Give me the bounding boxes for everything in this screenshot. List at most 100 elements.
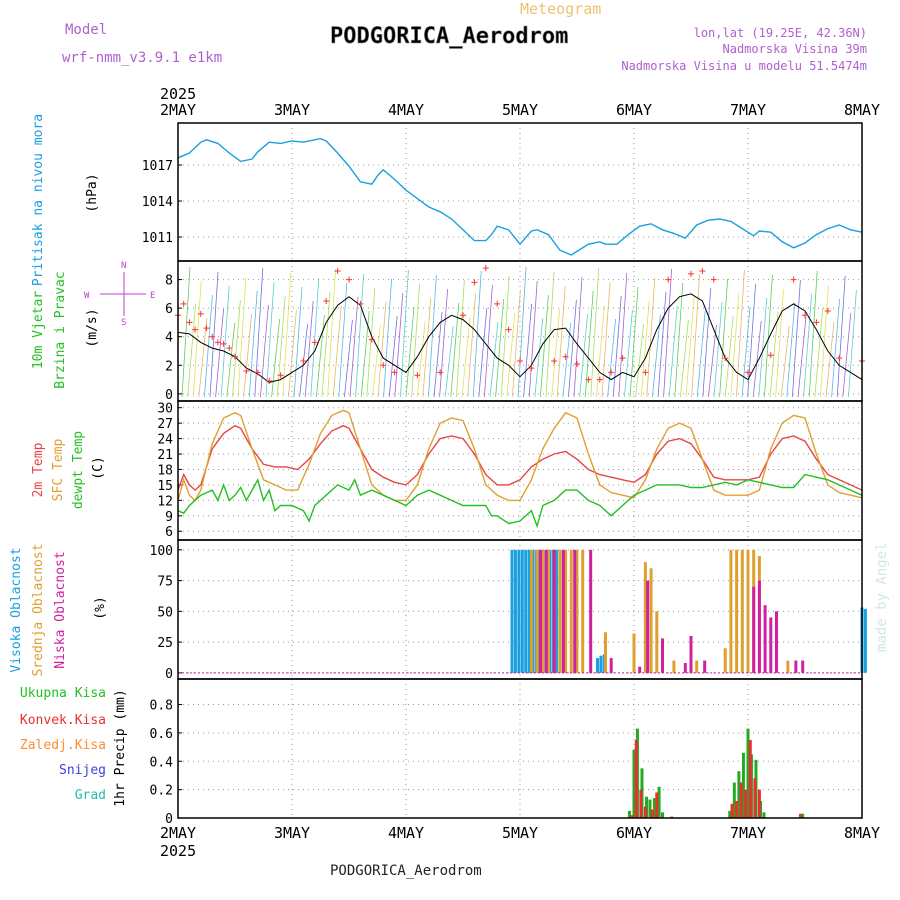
cloud-unit: (%) bbox=[93, 596, 108, 619]
cloud_low-bar bbox=[661, 638, 664, 673]
wind-gust-marker bbox=[836, 355, 843, 362]
cloud_mid-bar bbox=[564, 549, 568, 673]
precip-frozen-label: Zaledj.Kisa bbox=[20, 738, 106, 753]
x-tick-label-bottom: 2MAY bbox=[160, 824, 196, 842]
cloud_mid-bar bbox=[746, 549, 750, 673]
cloud_low-bar bbox=[561, 549, 565, 673]
wind-arrow bbox=[836, 275, 846, 398]
wind-arrow bbox=[433, 311, 443, 398]
precip_total-bar bbox=[732, 782, 736, 818]
wind-arrow bbox=[405, 306, 415, 398]
wind-arrow bbox=[187, 303, 196, 398]
panel-4: 0 25 50 75 100 bbox=[150, 539, 867, 682]
wind-arrow bbox=[478, 307, 488, 398]
precip_conv-bar bbox=[730, 803, 734, 818]
wind-gust-marker bbox=[505, 326, 512, 333]
cloud_low-bar bbox=[757, 580, 761, 673]
wind-speed-line bbox=[177, 293, 863, 383]
cloud_high-bar bbox=[520, 549, 524, 673]
wind-arrow bbox=[512, 289, 521, 398]
wind-arrow bbox=[668, 305, 678, 398]
cloud_mid-bar bbox=[729, 549, 733, 673]
wind-arrow bbox=[254, 267, 264, 398]
wind-gust-marker bbox=[380, 362, 387, 369]
wind-arrow bbox=[366, 287, 376, 398]
wind-arrow bbox=[797, 316, 807, 398]
cloud_low-bar bbox=[609, 658, 613, 673]
wind-arrow bbox=[265, 281, 275, 398]
cloud_mid-bar bbox=[655, 611, 659, 673]
wind-arrow bbox=[523, 303, 532, 398]
wind-arrow bbox=[444, 325, 454, 398]
wind-arrow bbox=[484, 284, 493, 398]
wind-arrow bbox=[439, 288, 448, 398]
wind-gust-marker bbox=[232, 353, 238, 360]
wind-arrow bbox=[428, 274, 437, 398]
cloud_low-bar bbox=[539, 549, 543, 673]
model-name: wrf-nmm_v3.9.1 e1km bbox=[62, 50, 222, 66]
wind-gust-marker bbox=[391, 369, 398, 376]
wind-arrow bbox=[792, 279, 801, 398]
wind-compass: N S W E bbox=[84, 261, 155, 328]
y-tick-label: 0.4 bbox=[150, 755, 174, 770]
wind-arrow bbox=[282, 272, 292, 398]
cloud_mid-bar bbox=[672, 660, 676, 673]
wind-gust-marker bbox=[802, 312, 808, 319]
cloud_mid-bar bbox=[581, 549, 585, 673]
precip_total-bar bbox=[737, 771, 741, 818]
wind-arrow bbox=[786, 302, 796, 398]
wind-gust-marker bbox=[460, 312, 466, 319]
precip_conv-bar bbox=[655, 792, 659, 818]
wind-gust-marker bbox=[528, 365, 535, 372]
cloud_mid-bar bbox=[740, 549, 744, 673]
cloud_high-bar bbox=[599, 655, 603, 673]
panel-frame bbox=[177, 678, 863, 819]
wind-arrow bbox=[416, 320, 426, 398]
wind-arrow bbox=[517, 266, 527, 398]
wind-arrow bbox=[237, 276, 247, 398]
cloud_mid-bar bbox=[604, 632, 607, 673]
altitude-text: Nadmorska Visina 39m bbox=[723, 42, 868, 56]
cloud-high-label: Visoka Oblacnost bbox=[9, 547, 24, 672]
wind-gust-marker bbox=[517, 358, 523, 364]
wind-arrow bbox=[220, 285, 230, 398]
wind-arrow bbox=[461, 316, 471, 398]
wind-arrow bbox=[646, 277, 656, 398]
wind-arrow bbox=[579, 313, 588, 398]
wind-arrow bbox=[724, 315, 734, 398]
y-tick-label: 18 bbox=[157, 463, 173, 478]
precip-conv-label: Konvek.Kisa bbox=[20, 713, 106, 728]
wind-arrow bbox=[607, 318, 616, 398]
wind-arrow bbox=[383, 278, 392, 398]
precip_total-bar bbox=[746, 728, 750, 818]
wind-arrow bbox=[192, 280, 202, 398]
wind-gust-marker bbox=[596, 376, 603, 383]
wind-arrow bbox=[764, 274, 773, 398]
station-title: PODGORICA_Aerodrom bbox=[330, 24, 568, 49]
wind-arrow bbox=[551, 308, 560, 398]
compass-w: W bbox=[84, 291, 90, 301]
wind-gust-marker bbox=[192, 326, 199, 333]
wind-arrow bbox=[388, 315, 398, 398]
precip_conv-bar bbox=[757, 789, 761, 818]
precip_total-bar bbox=[627, 810, 631, 818]
precip_total-bar bbox=[648, 799, 652, 818]
wind-gust-marker bbox=[608, 369, 615, 376]
y-tick-label: 2 bbox=[165, 359, 173, 374]
cloud_low-bar bbox=[775, 611, 778, 673]
x-tick-label-bottom: 6MAY bbox=[616, 824, 652, 842]
panel-2: 0 2 4 6 8 bbox=[165, 260, 865, 403]
wind-arrow bbox=[708, 324, 717, 398]
wind-gust-marker bbox=[254, 369, 261, 376]
y-tick-label: 30 bbox=[157, 402, 173, 417]
precip_total-bar bbox=[741, 752, 745, 818]
wind-arrow bbox=[842, 312, 852, 398]
temp-unit: (C) bbox=[91, 456, 106, 479]
wind-arrow bbox=[489, 321, 499, 398]
wind-gust-marker bbox=[551, 358, 558, 364]
y-tick-label: 1011 bbox=[142, 231, 173, 246]
x-tick-label-top: 5MAY bbox=[502, 101, 538, 119]
wind-gust-marker bbox=[494, 300, 501, 307]
wind-label-2: Brzina i Pravac bbox=[53, 271, 68, 388]
